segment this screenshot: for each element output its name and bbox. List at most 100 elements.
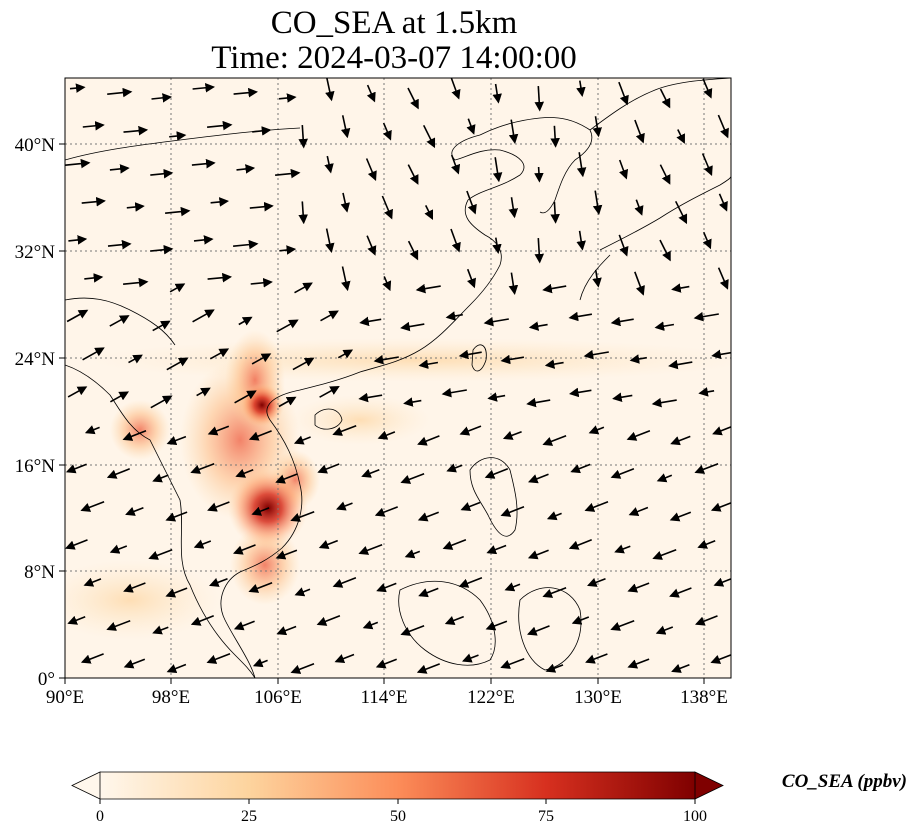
wind-arrow: [587, 577, 606, 587]
wind-arrow: [444, 615, 464, 625]
wind-arrow: [634, 199, 644, 216]
wind-arrow: [504, 582, 521, 592]
wind-arrow: [169, 131, 187, 141]
wind-arrow: [325, 78, 335, 102]
wind-arrow: [109, 164, 130, 174]
colorbar-tick-label: 0: [96, 808, 104, 825]
wind-arrow: [109, 544, 128, 554]
gridlines: [65, 78, 731, 678]
wind-arrow: [382, 122, 392, 141]
wind-arrow: [381, 195, 393, 220]
wind-arrow: [698, 387, 715, 397]
wind-arrow: [207, 120, 233, 131]
wind-arrow: [492, 83, 502, 104]
wind-arrow: [711, 349, 731, 360]
wind-arrow: [65, 158, 91, 169]
wind-arrow: [66, 309, 89, 323]
wind-arrow: [618, 159, 629, 180]
colorbar: 0 25 50 75 100 CO_SEA (ppbv): [71, 771, 907, 825]
wind-arrow: [290, 510, 315, 522]
x-tick-label: 138°E: [680, 687, 728, 708]
wind-arrow: [592, 116, 603, 138]
wind-arrow: [150, 395, 173, 409]
wind-arrow: [320, 310, 339, 322]
wind-arrow: [196, 387, 211, 397]
wind-arrow: [316, 614, 341, 626]
wind-arrow: [128, 354, 143, 364]
wind-arrow: [298, 125, 308, 149]
wind-arrow: [550, 125, 560, 148]
wind-arrow: [508, 272, 519, 295]
wind-arrow: [275, 168, 301, 179]
wind-arrow: [717, 267, 729, 290]
wind-arrow: [123, 582, 146, 593]
wind-arrow: [207, 501, 230, 512]
wind-arrow: [492, 237, 502, 254]
wind-arrow: [500, 657, 525, 669]
colorbar-tick-label: 100: [683, 808, 707, 825]
wind-arrow: [376, 582, 397, 593]
wind-arrow: [656, 473, 673, 483]
wind-arrow: [340, 115, 351, 139]
wind-arrow: [68, 235, 88, 245]
wind-arrow: [486, 544, 507, 555]
wind-arrow: [702, 78, 713, 99]
wind-arrow: [460, 501, 481, 512]
wind-arrow: [542, 586, 567, 598]
colorbar-tick-label: 25: [241, 808, 257, 825]
wind-arrow: [166, 357, 189, 371]
wind-arrow: [210, 197, 229, 207]
wind-arrow: [148, 548, 173, 560]
wind-arrow: [492, 157, 503, 183]
wind-arrow: [670, 435, 691, 446]
y-tick-label: 0°: [38, 669, 55, 690]
wind-arrow: [123, 277, 149, 288]
colorbar-label: CO_SEA (ppbv): [782, 771, 907, 792]
wind-arrow: [209, 348, 230, 360]
wind-arrow: [450, 154, 461, 175]
wind-arrow: [466, 190, 477, 215]
wind-arrow: [628, 506, 649, 517]
wind-arrow: [618, 234, 629, 257]
colorbar-tick-label: 75: [538, 808, 554, 825]
wind-arrow: [298, 201, 308, 225]
wind-arrow: [400, 472, 425, 484]
wind-arrow: [442, 538, 467, 550]
wind-arrow: [106, 468, 130, 479]
wind-arrow: [279, 245, 297, 255]
wind-arrow: [193, 235, 214, 245]
wind-arrow: [190, 462, 215, 474]
wind-arrow: [209, 577, 228, 587]
wind-arrow: [207, 272, 232, 283]
wind-arrow: [458, 577, 483, 588]
wind-arrow: [712, 425, 731, 436]
wind-arrow: [80, 500, 105, 512]
wind-arrow: [654, 321, 675, 331]
wind-arrow: [710, 502, 731, 512]
wind-arrow: [83, 577, 102, 587]
wind-arrow: [417, 511, 439, 522]
wind-arrow: [659, 239, 671, 262]
wind-arrow: [610, 316, 634, 327]
wind-arrow: [418, 359, 439, 369]
wind-arrow: [569, 387, 592, 398]
wind-arrow: [713, 577, 731, 587]
x-tick-label: 106°E: [254, 687, 302, 708]
wind-arrow: [568, 539, 592, 550]
wind-arrow: [407, 240, 419, 261]
wind-arrow: [669, 511, 692, 522]
wind-arrow: [571, 615, 590, 625]
wind-arrow: [318, 539, 338, 549]
wind-arrow: [248, 430, 272, 441]
wind-arrow: [659, 164, 671, 185]
wind-arrow: [693, 311, 719, 322]
wind-arrow: [718, 193, 728, 212]
wind-arrow: [671, 663, 690, 673]
x-tick-label: 90°E: [46, 687, 84, 708]
colorbar-tick-label: 50: [390, 808, 406, 825]
wind-arrow: [150, 244, 174, 255]
wind-arrow: [526, 397, 551, 408]
wind-arrow: [400, 321, 425, 332]
wind-arrow: [610, 468, 635, 479]
